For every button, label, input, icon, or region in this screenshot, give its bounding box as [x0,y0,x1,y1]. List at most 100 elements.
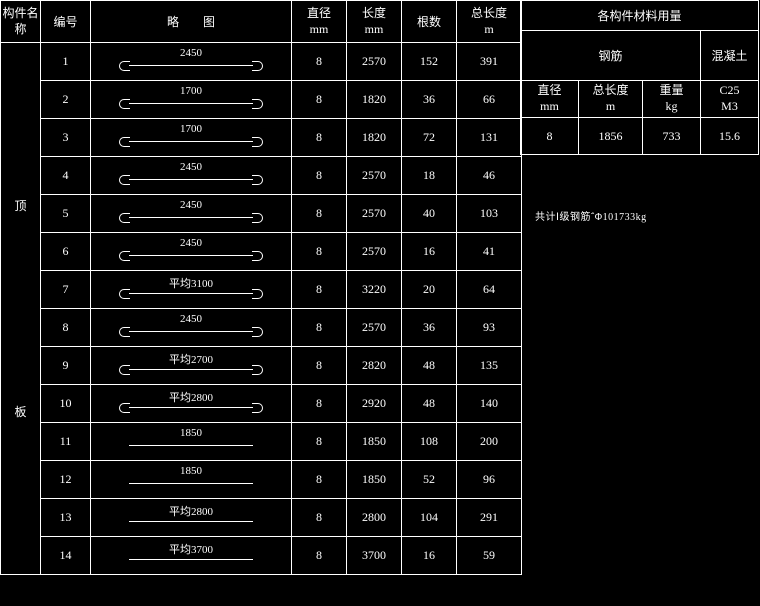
row-sketch: 平均2800 [91,385,292,423]
row-l: 2570 [347,43,402,81]
hdr-length: 长度mm [347,1,402,43]
row-tl: 391 [457,43,522,81]
vert-bottom: 板 [14,403,26,420]
row-id: 8 [41,309,91,347]
row-l: 3220 [347,271,402,309]
sketch-bar [129,407,253,408]
row-id: 5 [41,195,91,233]
hdr-rebar: 钢筋 [521,31,701,81]
row-id: 4 [41,157,91,195]
row-d: 8 [292,233,347,271]
r-val-tl: 1856 [579,118,643,155]
row-c: 104 [402,499,457,537]
row-d: 8 [292,195,347,233]
row-tl: 41 [457,233,522,271]
row-l: 1820 [347,119,402,157]
row-tl: 66 [457,81,522,119]
row-c: 16 [402,537,457,575]
hdr-count: 根数 [402,1,457,43]
r-hdr-d: 直径mm [521,81,579,118]
row-d: 8 [292,119,347,157]
row-l: 1850 [347,423,402,461]
row-id: 3 [41,119,91,157]
row-d: 8 [292,271,347,309]
row-sketch: 平均3100 [91,271,292,309]
row-l: 2570 [347,233,402,271]
row-d: 8 [292,309,347,347]
sketch-bar [129,293,253,294]
row-id: 1 [41,43,91,81]
row-d: 8 [292,385,347,423]
row-sketch: 1700 [91,81,292,119]
hdr-materials: 各构件材料用量 [521,1,759,31]
row-sketch: 平均3700 [91,537,292,575]
sketch-label: 1700 [91,85,291,97]
sketch-bar [129,179,253,180]
row-c: 48 [402,385,457,423]
row-id: 6 [41,233,91,271]
row-tl: 131 [457,119,522,157]
row-c: 16 [402,233,457,271]
row-id: 11 [41,423,91,461]
row-l: 1820 [347,81,402,119]
row-sketch: 1700 [91,119,292,157]
row-l: 2920 [347,385,402,423]
row-d: 8 [292,499,347,537]
row-tl: 291 [457,499,522,537]
row-tl: 93 [457,309,522,347]
sketch-label: 2450 [91,161,291,173]
r-hdr-tl: 总长度m [579,81,643,118]
sketch-bar [129,369,253,370]
row-d: 8 [292,157,347,195]
sketch-label: 1850 [91,427,291,439]
r-hdr-conc: C25M3 [701,81,759,118]
hdr-sketch: 略 图 [91,1,292,43]
row-tl: 64 [457,271,522,309]
sketch-bar [129,559,253,560]
sketch-bar [129,445,253,446]
sketch-bar [129,141,253,142]
row-tl: 140 [457,385,522,423]
row-sketch: 平均2700 [91,347,292,385]
hdr-diameter: 直径mm [292,1,347,43]
row-c: 20 [402,271,457,309]
row-l: 2800 [347,499,402,537]
row-d: 8 [292,537,347,575]
row-tl: 96 [457,461,522,499]
row-sketch: 1850 [91,461,292,499]
row-sketch: 1850 [91,423,292,461]
row-tl: 59 [457,537,522,575]
row-c: 36 [402,309,457,347]
row-c: 108 [402,423,457,461]
row-c: 52 [402,461,457,499]
row-id: 12 [41,461,91,499]
sketch-bar [129,217,253,218]
materials-table: 各构件材料用量 钢筋 混凝土 直径mm 总长度m 重量kg C25M3 8 18… [520,0,759,155]
sketch-label: 2450 [91,313,291,325]
row-l: 2820 [347,347,402,385]
row-id: 10 [41,385,91,423]
sketch-bar [129,103,253,104]
sketch-label: 1850 [91,465,291,477]
row-id: 7 [41,271,91,309]
component-name-cell: 顶板 [1,43,41,575]
row-l: 1850 [347,461,402,499]
row-sketch: 平均2800 [91,499,292,537]
row-l: 2570 [347,195,402,233]
row-id: 2 [41,81,91,119]
vert-top: 顶 [14,197,26,214]
hdr-totallen: 总长度m [457,1,522,43]
sketch-label: 2450 [91,47,291,59]
sketch-bar [129,65,253,66]
row-sketch: 2450 [91,233,292,271]
sketch-bar [129,255,253,256]
row-d: 8 [292,423,347,461]
sketch-label: 1700 [91,123,291,135]
row-l: 3700 [347,537,402,575]
row-sketch: 2450 [91,309,292,347]
row-c: 40 [402,195,457,233]
row-d: 8 [292,461,347,499]
row-id: 13 [41,499,91,537]
row-d: 8 [292,81,347,119]
sketch-label: 平均3700 [91,541,291,557]
